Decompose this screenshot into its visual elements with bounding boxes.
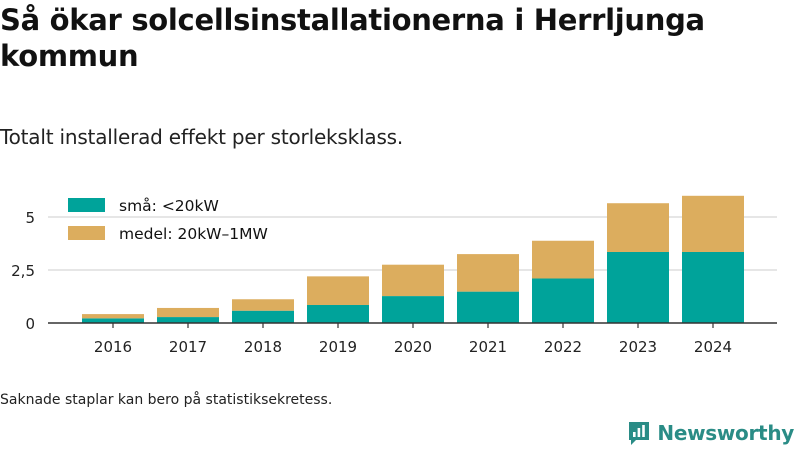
x-tick-label: 2020 <box>394 338 432 356</box>
chart-subtitle: Totalt installerad effekt per storlekskl… <box>0 125 404 149</box>
x-tick-label: 2022 <box>544 338 582 356</box>
stacked-bar-chart: 0 2,5 5 2016 2017 2018 2019 2020 2021 2022 2023 202… <box>11 195 777 356</box>
y-tick-label: 0 <box>25 315 35 333</box>
footnote: Saknade staplar kan bero på statistiksek… <box>0 392 333 408</box>
x-tick-label: 2016 <box>94 338 132 356</box>
legend-swatch <box>68 226 105 240</box>
bar-segment-medium <box>682 195 744 252</box>
bar-segment-small <box>682 251 744 323</box>
bar-segment-medium <box>232 299 294 311</box>
x-tick-label: 2024 <box>694 338 732 356</box>
chart-title: Så ökar solcellsinstallationerna i Herrl… <box>0 3 705 73</box>
bar-segment-medium <box>157 307 219 318</box>
newsworthy-logo-icon <box>629 422 650 445</box>
bar-segment-medium <box>82 314 144 319</box>
x-tick-label: 2018 <box>244 338 282 356</box>
bar-segment-medium <box>307 276 369 305</box>
x-tick-label: 2017 <box>169 338 207 356</box>
y-tick-label: 5 <box>25 209 35 227</box>
bar-segment-small <box>382 296 444 323</box>
bar-segment-medium <box>532 240 594 279</box>
bar-segment-small <box>307 304 369 323</box>
bar-segment-small <box>457 291 519 323</box>
bar-segment-medium <box>607 203 669 252</box>
bar-segment-small <box>157 317 219 323</box>
y-tick-label: 2,5 <box>11 262 35 280</box>
bar-segment-medium <box>457 254 519 292</box>
legend-label: små: <20kW <box>119 197 219 215</box>
brand-name: Newsworthy <box>657 421 794 445</box>
x-tick-label: 2021 <box>469 338 507 356</box>
brand-logo: Newsworthy <box>627 420 794 446</box>
legend-swatch <box>68 198 105 212</box>
bar-segment-small <box>232 310 294 323</box>
bar-segment-medium <box>382 264 444 297</box>
x-tick-label: 2023 <box>619 338 657 356</box>
x-tick-label: 2019 <box>319 338 357 356</box>
bar-segment-small <box>82 318 144 323</box>
bar-segment-small <box>532 278 594 323</box>
bar-segment-small <box>607 251 669 323</box>
legend-label: medel: 20kW–1MW <box>119 225 268 243</box>
